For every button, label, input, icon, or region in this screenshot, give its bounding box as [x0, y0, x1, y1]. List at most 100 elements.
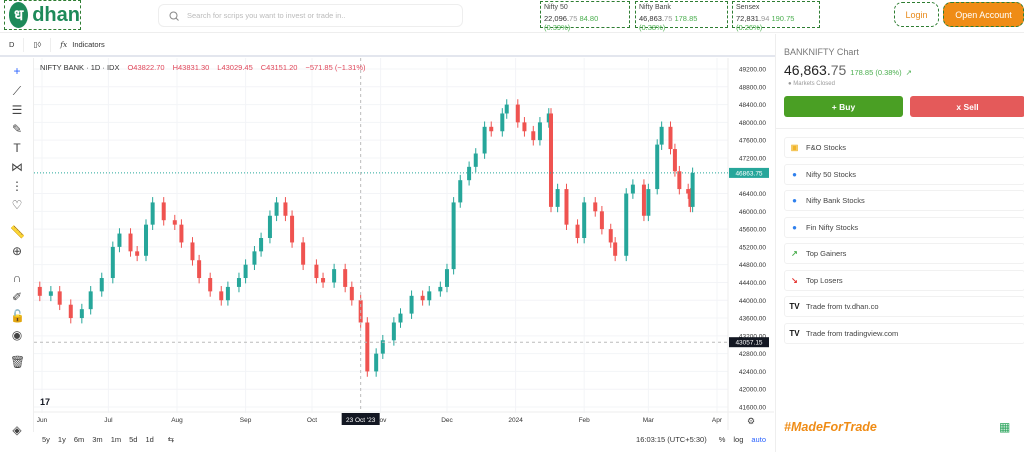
range-5d[interactable]: 5d — [129, 434, 138, 444]
index-change: 178.85 (0.38%) — [639, 14, 698, 32]
candle — [57, 291, 62, 305]
index-sensex[interactable]: Sensex 72,831.94 190.75 (0.26%) — [732, 1, 820, 32]
panel-list-item[interactable]: ● Nifty 50 Stocks — [784, 163, 1024, 185]
price-main: 46,863. — [784, 62, 831, 78]
login-button[interactable]: Login — [894, 2, 939, 27]
lock-drawing-icon[interactable]: ✐ — [11, 290, 23, 304]
fib-icon[interactable]: ☰ — [11, 103, 23, 117]
projection-icon[interactable]: ⋮ — [11, 179, 23, 193]
layers-icon[interactable]: ◈ — [12, 423, 22, 437]
chart-toolbar: D ▯◊ fx Indicators — [0, 34, 775, 57]
open-account-button[interactable]: Open Account — [943, 2, 1024, 27]
index-niftybank[interactable]: Nifty Bank 46,863.75 178.85 (0.38%) — [635, 1, 728, 32]
buy-button[interactable]: + Buy — [784, 96, 903, 117]
x-tick-label: Dec — [441, 417, 453, 424]
trend-up-icon: ↗ — [905, 68, 912, 77]
range-3m[interactable]: 3m — [92, 434, 103, 444]
interval-select[interactable]: D — [0, 37, 25, 52]
range-1y[interactable]: 1y — [57, 434, 66, 444]
candle — [225, 286, 230, 301]
search-input[interactable]: Search for scrips you want to invest or … — [158, 4, 463, 27]
candle — [79, 309, 84, 319]
trendline-icon[interactable]: ⟋ — [12, 84, 22, 98]
log-toggle[interactable]: log — [733, 434, 744, 444]
candle — [208, 278, 213, 292]
bottom-bar: 5y 1y 6m 3m 1m 5d 1d ⇆ 16:03:15 (UTC+5:3… — [34, 430, 774, 448]
panel-list-item[interactable]: ● Fin Nifty Stocks — [784, 216, 1024, 238]
panel-list-item[interactable]: ▣ F&O Stocks — [784, 137, 1024, 158]
candle — [391, 322, 396, 341]
indicators-button[interactable]: fx Indicators — [51, 38, 114, 52]
candle — [546, 113, 551, 123]
divider — [776, 128, 1024, 129]
candle — [613, 242, 618, 256]
candle — [630, 184, 635, 194]
symbol-label: NIFTY BANK · 1D · IDX — [40, 63, 120, 72]
candle — [444, 269, 449, 287]
index-change: 84.80 (0.39%) — [544, 14, 599, 32]
panel-list-item[interactable]: ↗ Top Gainers — [784, 243, 1024, 264]
close-value: C43151.20 — [260, 63, 298, 72]
zoom-in-icon[interactable]: ⊕ — [11, 244, 23, 258]
panel-list-item[interactable]: ↘ Top Losers — [784, 269, 1024, 291]
percent-toggle[interactable]: % — [718, 434, 726, 444]
index-name: Sensex — [736, 4, 760, 11]
y-tick-label: 42400.00 — [739, 369, 766, 376]
index-value: 22,096. — [544, 14, 570, 23]
x-tick-label: Jul — [104, 417, 113, 424]
candle-type-icon[interactable]: ▯◊ — [24, 37, 52, 52]
range-5y[interactable]: 5y — [42, 434, 50, 444]
trend-down-icon: ↘ — [791, 275, 798, 285]
pattern-icon[interactable]: ⋈ — [11, 160, 23, 174]
panel-list-label: Nifty Bank Stocks — [806, 196, 865, 205]
heart-icon[interactable]: ♡ — [11, 198, 23, 212]
candle — [144, 224, 149, 256]
brush-icon[interactable]: ✎ — [11, 122, 23, 136]
price-chart[interactable]: 49200.00 48800.00 48400.00 48000.00 47600.00… — [34, 58, 774, 430]
candle — [646, 189, 651, 216]
candle — [690, 172, 695, 207]
y-tick-label: 47600.00 — [739, 138, 766, 145]
lock-icon[interactable]: 🔓 — [10, 309, 25, 323]
candle — [321, 278, 326, 283]
candle — [555, 189, 560, 207]
dhan-logo[interactable]: ध dhan — [4, 0, 81, 30]
crosshair-icon[interactable]: + — [13, 64, 21, 78]
magnet-icon[interactable]: ∩ — [12, 271, 22, 285]
ruler-icon[interactable]: 📏 — [10, 225, 25, 239]
candle — [274, 202, 279, 216]
candle — [219, 291, 224, 301]
sell-button[interactable]: x Sell — [910, 96, 1024, 117]
candle — [332, 269, 337, 283]
qr-code-icon[interactable]: ▦ — [999, 420, 1011, 434]
candle — [655, 144, 660, 190]
range-1d[interactable]: 1d — [145, 434, 154, 444]
candle — [380, 340, 385, 354]
panel-list-item[interactable]: ● Nifty Bank Stocks — [784, 190, 1024, 211]
date-range-icon[interactable]: ⇆ — [167, 434, 175, 444]
trash-icon[interactable]: 🗑 — [10, 355, 26, 369]
text-icon[interactable]: T — [13, 141, 21, 155]
candle — [688, 193, 693, 207]
auto-toggle[interactable]: auto — [751, 434, 766, 444]
range-1m[interactable]: 1m — [110, 434, 122, 444]
panel-list-label: Top Losers — [806, 275, 843, 285]
eye-icon[interactable]: ◉ — [11, 328, 23, 342]
y-tick-label: 47200.00 — [739, 155, 766, 162]
index-value-dec: 75 — [569, 14, 578, 23]
x-tick-label: Apr — [712, 417, 723, 424]
y-tick-label: 48400.00 — [739, 102, 766, 109]
candle — [515, 104, 520, 123]
candle — [37, 286, 42, 296]
panel-list-item[interactable]: TV Trade from tv.dhan.co — [784, 296, 1024, 317]
index-nifty50[interactable]: Nifty 50 22,096.75 84.80 (0.39%) — [540, 1, 630, 32]
candle — [599, 211, 604, 230]
index-value-dec: 94 — [761, 14, 770, 23]
panel-list-item[interactable]: TV Trade from tradingview.com — [784, 322, 1024, 344]
candle — [290, 215, 295, 243]
candle — [458, 180, 463, 203]
range-6m[interactable]: 6m — [73, 434, 85, 444]
panel-list-label: Fin Nifty Stocks — [806, 222, 859, 232]
panel-title: BANKNIFTY Chart — [784, 47, 859, 57]
indicators-label: Indicators — [72, 40, 105, 49]
